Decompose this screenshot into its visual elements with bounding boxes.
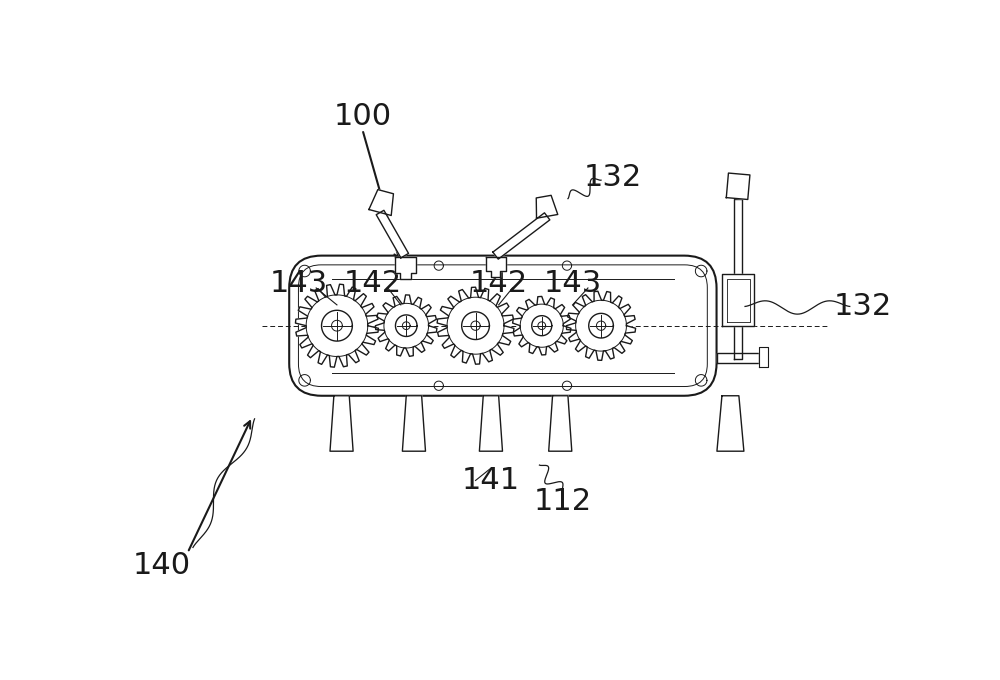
Polygon shape: [295, 284, 378, 367]
Polygon shape: [395, 257, 416, 279]
Polygon shape: [717, 354, 759, 363]
Polygon shape: [330, 396, 353, 452]
Text: 100: 100: [333, 102, 391, 131]
Text: 141: 141: [462, 466, 520, 495]
Polygon shape: [486, 257, 506, 277]
Polygon shape: [376, 210, 409, 258]
Polygon shape: [722, 274, 754, 326]
FancyBboxPatch shape: [289, 256, 717, 396]
Polygon shape: [493, 213, 550, 259]
Polygon shape: [734, 199, 742, 359]
Polygon shape: [549, 396, 572, 452]
Polygon shape: [726, 173, 750, 199]
Polygon shape: [566, 291, 636, 360]
Text: 112: 112: [533, 487, 592, 515]
Polygon shape: [479, 396, 502, 452]
Polygon shape: [513, 296, 571, 355]
Text: 132: 132: [583, 163, 642, 192]
Polygon shape: [437, 287, 514, 364]
Polygon shape: [369, 190, 393, 216]
Text: 132: 132: [834, 292, 892, 321]
Text: 143: 143: [543, 269, 602, 298]
Polygon shape: [402, 396, 425, 452]
Text: 143: 143: [269, 269, 328, 298]
Text: 142: 142: [470, 269, 528, 298]
Text: 140: 140: [133, 551, 191, 579]
Polygon shape: [717, 396, 744, 452]
Polygon shape: [536, 195, 558, 218]
Polygon shape: [759, 347, 768, 367]
Polygon shape: [375, 295, 437, 356]
Text: 142: 142: [343, 269, 401, 298]
